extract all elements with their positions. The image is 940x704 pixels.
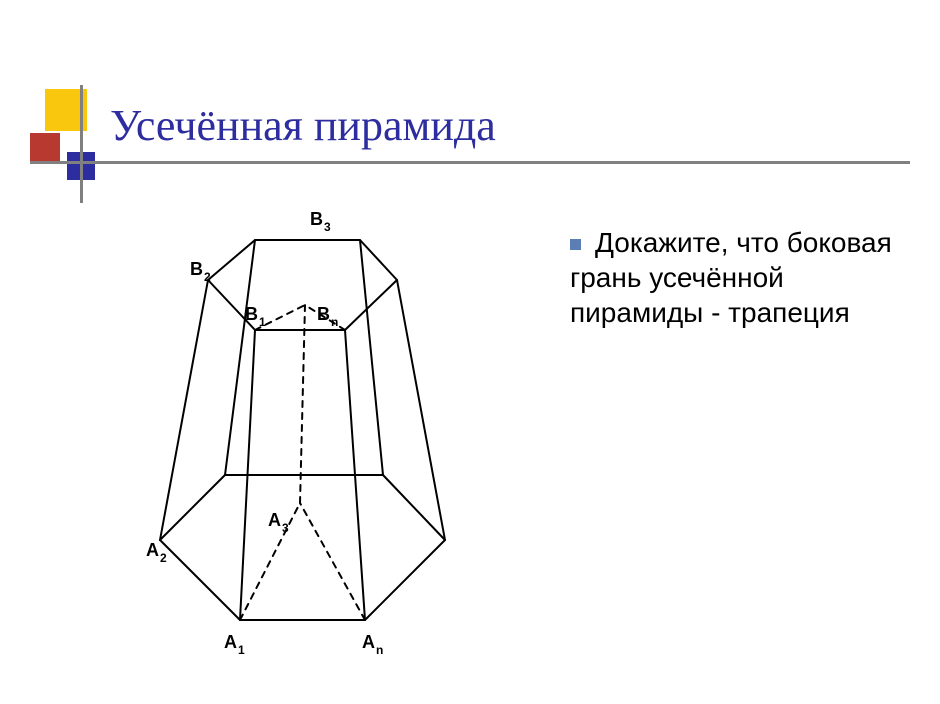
svg-text:B2: B2 <box>190 259 211 284</box>
svg-text:B3: B3 <box>310 209 331 234</box>
body-paragraph: Докажите, что боковая грань усечённой пи… <box>570 225 910 330</box>
svg-text:B1: B1 <box>245 304 266 329</box>
body-text-content: Докажите, что боковая грань усечённой пи… <box>570 227 892 328</box>
title-accent-vertical <box>80 85 83 203</box>
svg-text:A1: A1 <box>224 632 245 657</box>
slide-title: Усечённая пирамида <box>110 100 496 151</box>
svg-text:Bn: Bn <box>317 304 338 329</box>
accent-square-red <box>30 133 60 163</box>
svg-text:An: An <box>362 632 383 657</box>
bullet-icon <box>570 239 581 250</box>
svg-text:A3: A3 <box>268 510 289 535</box>
truncated-pyramid-diagram: B3B2B1BnA3A2A1An <box>90 200 510 660</box>
diagram-svg: B3B2B1BnA3A2A1An <box>90 200 510 660</box>
slide: Усечённая пирамида Докажите, что боковая… <box>0 0 940 704</box>
title-underline <box>30 161 910 164</box>
